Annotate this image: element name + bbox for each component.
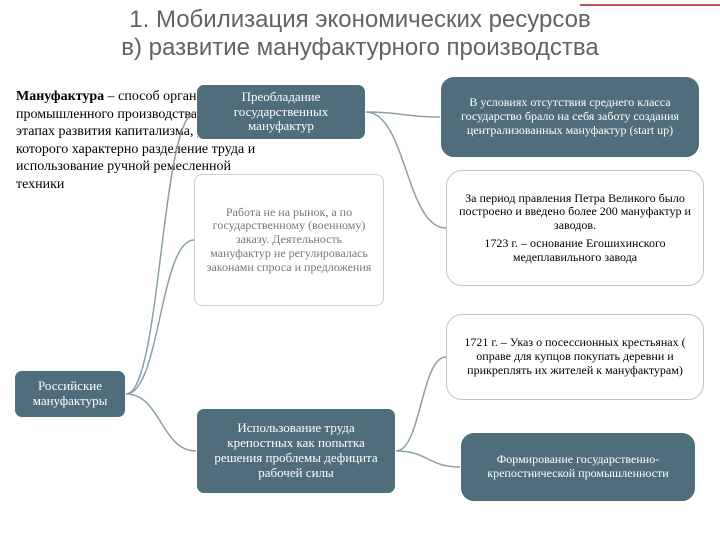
- node-right-3-label: 1721 г. – Указ о посессионных крестьянах…: [457, 336, 693, 377]
- node-branch-2-label: Работа не на рынок, а по государственном…: [205, 206, 373, 275]
- slide: 1. Мобилизация экономических ресурсов в)…: [0, 0, 720, 540]
- node-branch-2: Работа не на рынок, а по государственном…: [194, 174, 384, 306]
- node-branch-1: Преобладание государственных мануфактур: [196, 84, 366, 140]
- title-line-1: 1. Мобилизация экономических ресурсов: [0, 6, 720, 34]
- node-right-2: За период правления Петра Великого было …: [446, 170, 704, 286]
- node-right-1: В условиях отсутствия среднего класса го…: [440, 76, 700, 158]
- node-branch-3: Использование труда крепостных как попыт…: [196, 408, 396, 494]
- definition-term: Мануфактура: [16, 89, 104, 104]
- node-root: Российские мануфактуры: [14, 370, 126, 418]
- node-root-label: Российские мануфактуры: [25, 379, 115, 409]
- slide-title: 1. Мобилизация экономических ресурсов в)…: [0, 6, 720, 61]
- node-right-4: Формирование государственно-крепостничес…: [460, 432, 696, 502]
- node-branch-1-label: Преобладание государственных мануфактур: [207, 90, 355, 135]
- title-line-2: в) развитие мануфактурного производства: [0, 34, 720, 62]
- node-right-4-label: Формирование государственно-крепостничес…: [471, 453, 685, 481]
- node-right-1-label: В условиях отсутствия среднего класса го…: [451, 96, 689, 137]
- node-right-2-label: За период правления Петра Великого было …: [457, 192, 693, 265]
- node-branch-3-label: Использование труда крепостных как попыт…: [207, 421, 385, 481]
- node-right-3: 1721 г. – Указ о посессионных крестьянах…: [446, 314, 704, 400]
